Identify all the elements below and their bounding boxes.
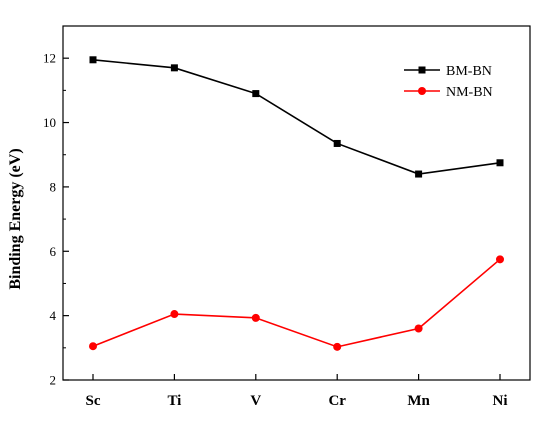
series-1: [89, 255, 504, 351]
legend-label: NM-BN: [446, 85, 493, 100]
plot-frame: [62, 25, 531, 381]
x-tick-label: Ti: [167, 393, 181, 409]
series-line: [92, 58, 501, 175]
data-point-square: [415, 170, 423, 178]
x-tick-label: Ni: [493, 393, 508, 409]
y-tick-label: 12: [43, 51, 56, 66]
data-point-square: [496, 159, 504, 167]
y-tick-label: 10: [43, 115, 56, 130]
data-point-circle: [414, 324, 423, 333]
data-point-circle: [89, 342, 97, 351]
legend-marker-square: [418, 66, 426, 74]
y-tick-label: 6: [50, 244, 57, 259]
data-point-circle: [170, 310, 179, 319]
x-tick-label: Mn: [407, 393, 430, 409]
series-0: [89, 56, 504, 178]
data-point-square: [252, 90, 260, 98]
y-tick-label: 2: [50, 373, 57, 388]
legend-marker-circle: [418, 87, 426, 95]
legend-label: BM-BN: [446, 64, 492, 79]
y-tick-label: 8: [50, 179, 57, 194]
x-tick-label: V: [250, 393, 261, 409]
data-point-circle: [496, 255, 504, 264]
series-line: [92, 258, 501, 348]
legend-item: NM-BN: [404, 85, 493, 100]
y-axis-title: Binding Energy (eV): [7, 148, 24, 289]
data-point-circle: [251, 313, 260, 322]
data-point-circle: [333, 342, 342, 351]
x-tick-label: Cr: [328, 393, 346, 409]
legend-item: BM-BN: [404, 64, 492, 79]
data-point-square: [170, 64, 178, 72]
data-point-square: [89, 56, 97, 64]
y-tick-label: 4: [50, 308, 57, 323]
x-tick-label: Sc: [86, 393, 101, 409]
data-point-square: [333, 139, 341, 147]
